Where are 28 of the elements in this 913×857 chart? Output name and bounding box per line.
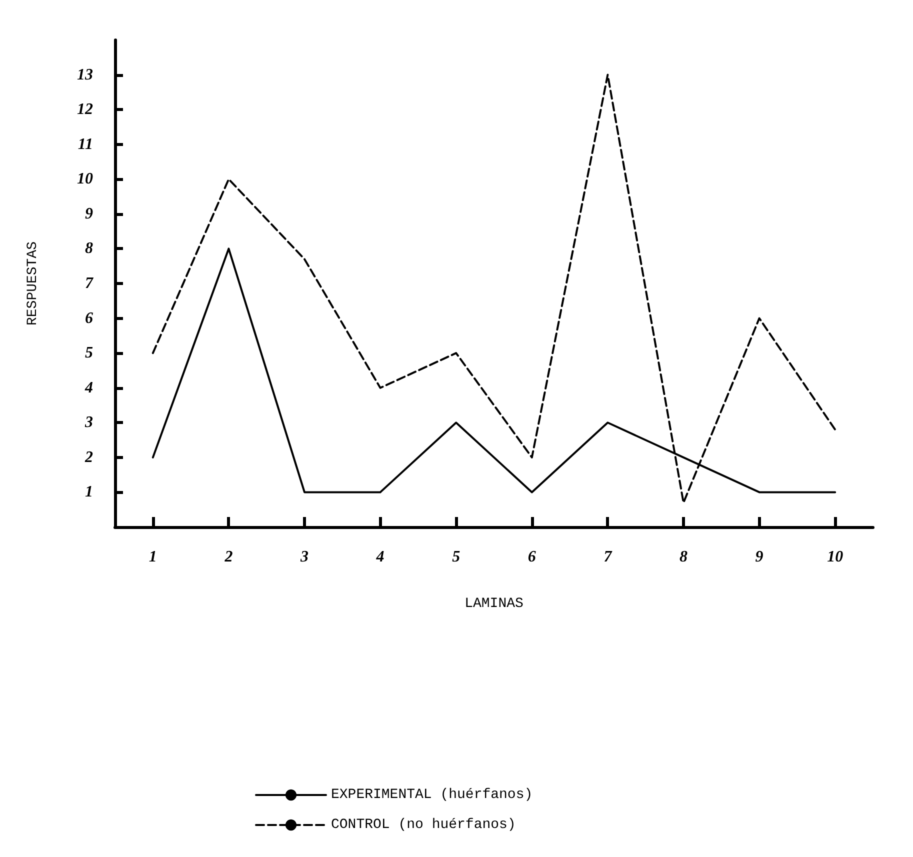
y-tick-label: 11 — [78, 136, 93, 153]
x-tick-label: 5 — [452, 548, 460, 566]
y-tick-label: 12 — [77, 101, 93, 118]
y-tick-label: 1 — [85, 484, 93, 501]
x-tick-label: 8 — [680, 548, 688, 566]
y-tick-label: 6 — [85, 310, 93, 327]
y-tick-label: 9 — [85, 205, 93, 222]
y-tick-label: 4 — [84, 379, 93, 396]
x-tick-label: 7 — [604, 548, 613, 566]
y-tick-label: 2 — [84, 448, 93, 466]
x-tick-label: 4 — [375, 548, 384, 566]
y-tick-label: 7 — [85, 275, 94, 292]
y-tick-label: 5 — [85, 344, 93, 362]
y-tick-label: 8 — [85, 240, 93, 258]
y-tick-label: 3 — [84, 414, 93, 432]
x-tick-label: 3 — [300, 548, 308, 566]
y-tick-label: 10 — [77, 170, 93, 188]
legend-label: CONTROL (no huérfanos) — [331, 817, 516, 833]
y-axis-title: RESPUESTAS — [25, 241, 41, 326]
y-tick-label: 13 — [77, 66, 93, 84]
x-tick-label: 1 — [148, 548, 157, 566]
line-series — [152, 74, 836, 504]
x-tick-label: 6 — [528, 548, 536, 566]
x-tick-label: 10 — [827, 548, 844, 566]
x-tick-label: 2 — [224, 548, 233, 566]
x-axis-title: LAMINAS — [464, 596, 524, 612]
x-tick-label: 9 — [755, 548, 764, 566]
legend-label: EXPERIMENTAL (huérfanos) — [331, 787, 533, 803]
